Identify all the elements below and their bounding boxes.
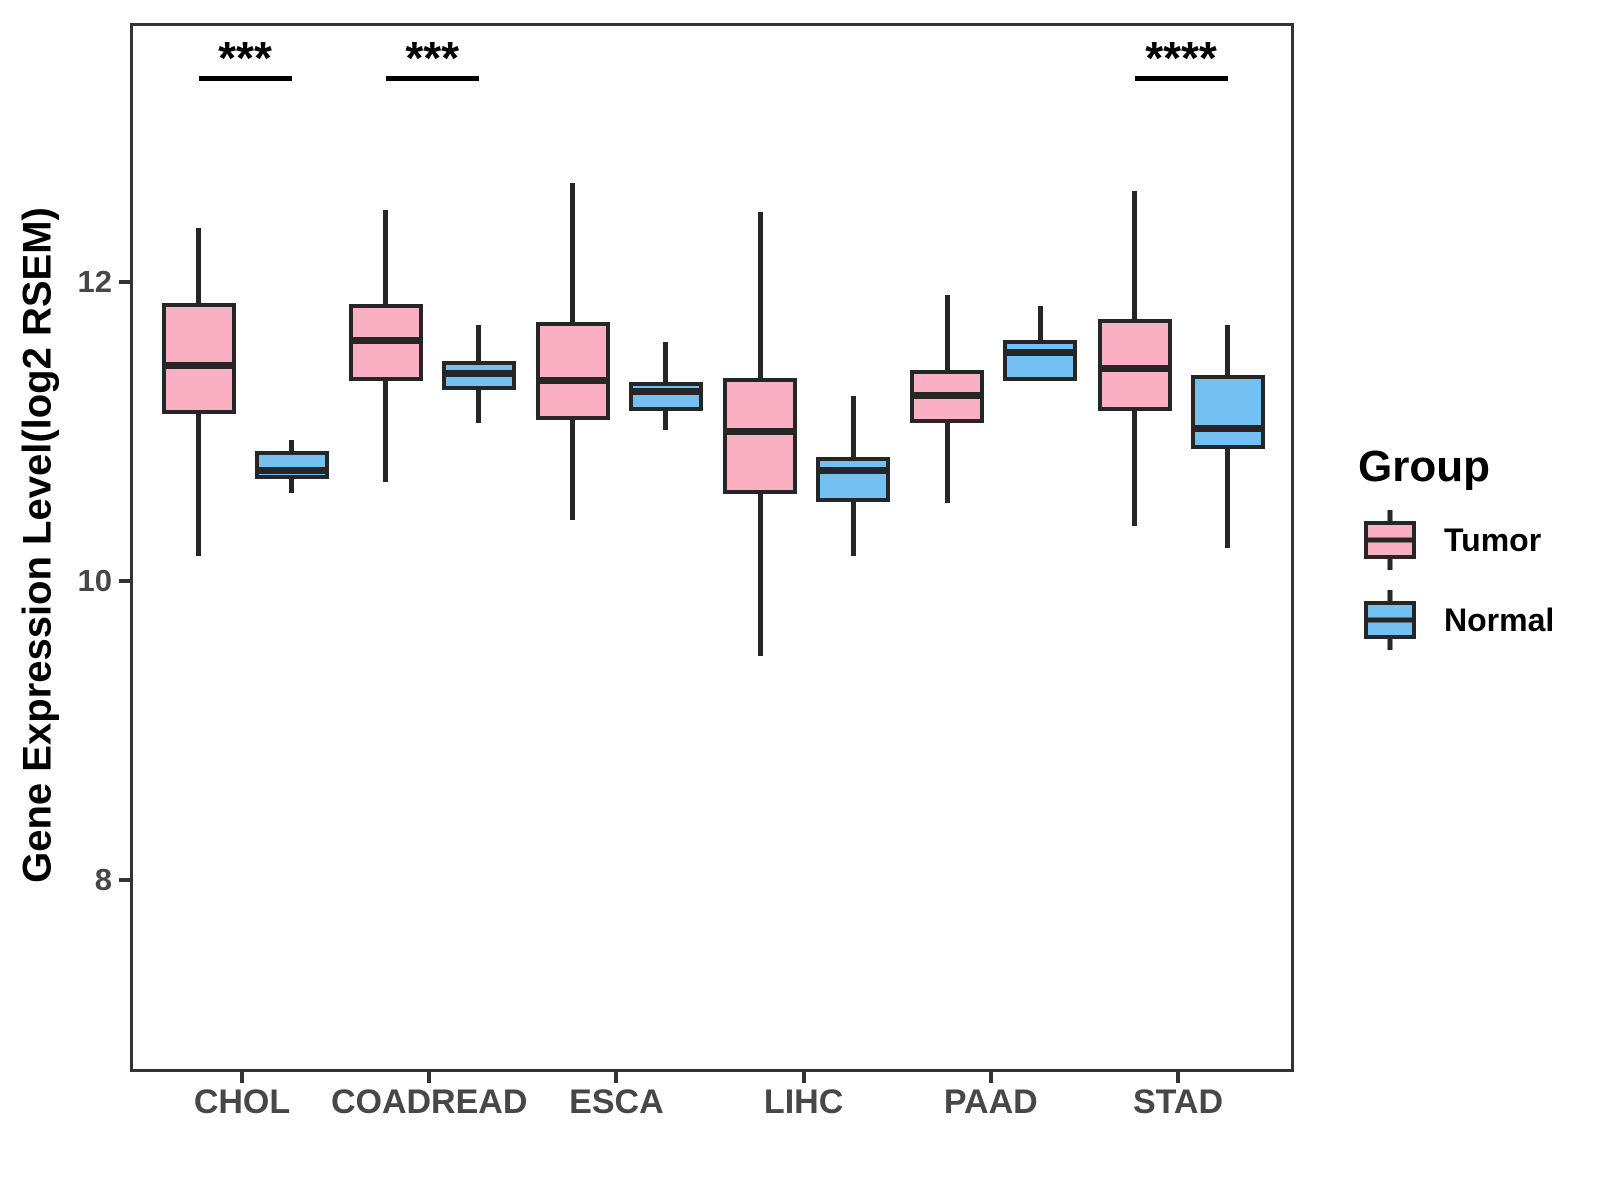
x-axis-label-esca: ESCA — [569, 1083, 664, 1121]
box-normal-lihc — [816, 456, 891, 502]
x-axis-tick — [801, 1072, 806, 1083]
median-normal-stad — [1190, 425, 1265, 433]
y-axis-tick — [119, 878, 130, 882]
median-tumor-lihc — [723, 428, 798, 435]
median-tumor-chol — [161, 362, 236, 370]
box-normal-chol — [254, 450, 329, 480]
box-tumor-stad — [1097, 319, 1172, 411]
median-tumor-esca — [535, 377, 610, 385]
box-normal-stad — [1190, 374, 1265, 450]
significance-bar-chol — [198, 76, 292, 81]
significance-stars-coadread: *** — [405, 32, 460, 84]
y-axis-title: Gene Expression Level(log2 RSEM) — [15, 207, 60, 883]
x-axis-tick — [1176, 1072, 1180, 1083]
significance-stars-stad: **** — [1145, 32, 1217, 84]
box-tumor-lihc — [723, 377, 798, 495]
median-normal-lihc — [816, 466, 891, 474]
normal-boxplot-key-icon — [1364, 590, 1416, 650]
plot-panel: *** *** **** — [130, 23, 1294, 1072]
significance-bar-coadread — [385, 76, 479, 81]
y-axis-tick — [119, 280, 130, 284]
legend-label-normal: Normal — [1444, 601, 1555, 638]
tumor-boxplot-key-icon — [1364, 510, 1416, 570]
y-axis-tick-label: 12 — [77, 264, 112, 299]
x-axis-label-coadread: COADREAD — [330, 1083, 528, 1121]
x-axis-tick — [427, 1072, 432, 1083]
significance-stars-chol: *** — [218, 32, 272, 84]
y-axis-tick-label: 10 — [77, 563, 112, 598]
legend-title: Group — [1358, 442, 1490, 491]
box-normal-paad — [1003, 340, 1078, 381]
legend-item-normal: Normal — [1362, 588, 1600, 652]
y-axis-tick-label: 8 — [94, 862, 112, 897]
y-axis-tick — [119, 579, 130, 583]
x-axis-label-paad: PAAD — [943, 1083, 1038, 1121]
x-axis-label-stad: STAD — [1132, 1083, 1224, 1121]
median-tumor-paad — [910, 392, 985, 400]
x-axis-label-chol: CHOL — [193, 1083, 291, 1121]
x-axis-tick — [988, 1072, 993, 1083]
median-tumor-coadread — [348, 336, 423, 344]
legend-item-tumor: Tumor — [1362, 508, 1600, 572]
legend: Group Tumor Normal — [1330, 442, 1600, 652]
median-normal-chol — [254, 466, 329, 474]
median-normal-esca — [628, 387, 703, 395]
box-tumor-esca — [535, 322, 610, 420]
x-axis-label-lihc: LIHC — [763, 1083, 844, 1121]
x-axis-tick — [240, 1072, 244, 1083]
significance-bar-stad — [1134, 76, 1228, 81]
legend-label-tumor: Tumor — [1444, 521, 1542, 558]
median-tumor-stad — [1097, 365, 1172, 373]
x-axis-tick — [614, 1072, 619, 1083]
median-normal-coadread — [441, 369, 516, 377]
box-tumor-chol — [161, 302, 236, 414]
median-normal-paad — [1003, 348, 1078, 356]
box-normal-esca — [628, 382, 703, 411]
